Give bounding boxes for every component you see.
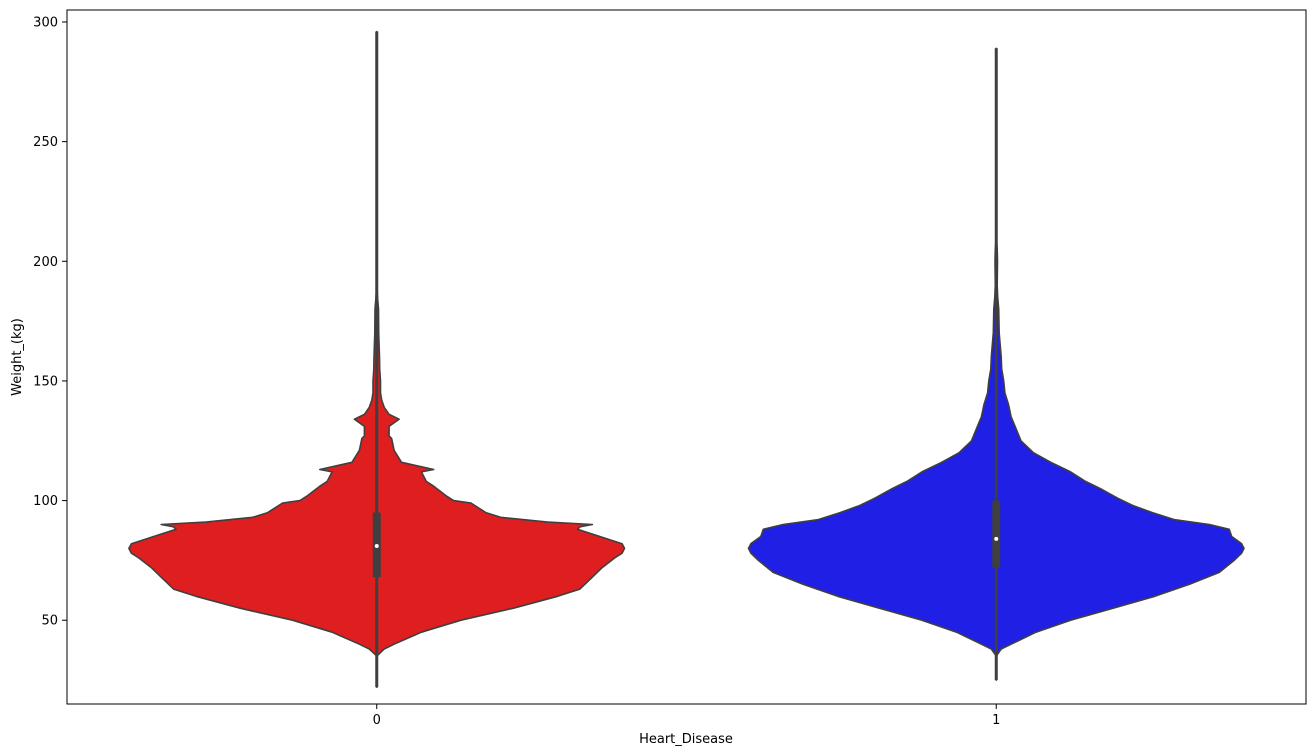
plot-frame — [66, 9, 1307, 705]
y-tick-label: 50 — [41, 614, 58, 629]
x-tick-label-0: 0 — [373, 713, 381, 728]
violins-layer — [128, 30, 1245, 688]
y-tick-label: 100 — [33, 494, 58, 509]
y-tick-label: 250 — [33, 135, 58, 150]
y-tick-label: 150 — [33, 374, 58, 389]
y-ticks: 50 100 150 200 250 300 — [33, 15, 67, 629]
y-tick-label: 300 — [33, 15, 58, 30]
y-axis-label: Weight_(kg) — [10, 318, 25, 396]
x-tick-label-1: 1 — [992, 713, 1000, 728]
x-axis-label: Heart_Disease — [639, 732, 733, 747]
y-tick-label: 200 — [33, 255, 58, 270]
violin-median-dot-0 — [374, 544, 379, 549]
violin-median-dot-1 — [994, 536, 999, 541]
violin-iqr-box-1 — [992, 500, 1001, 568]
